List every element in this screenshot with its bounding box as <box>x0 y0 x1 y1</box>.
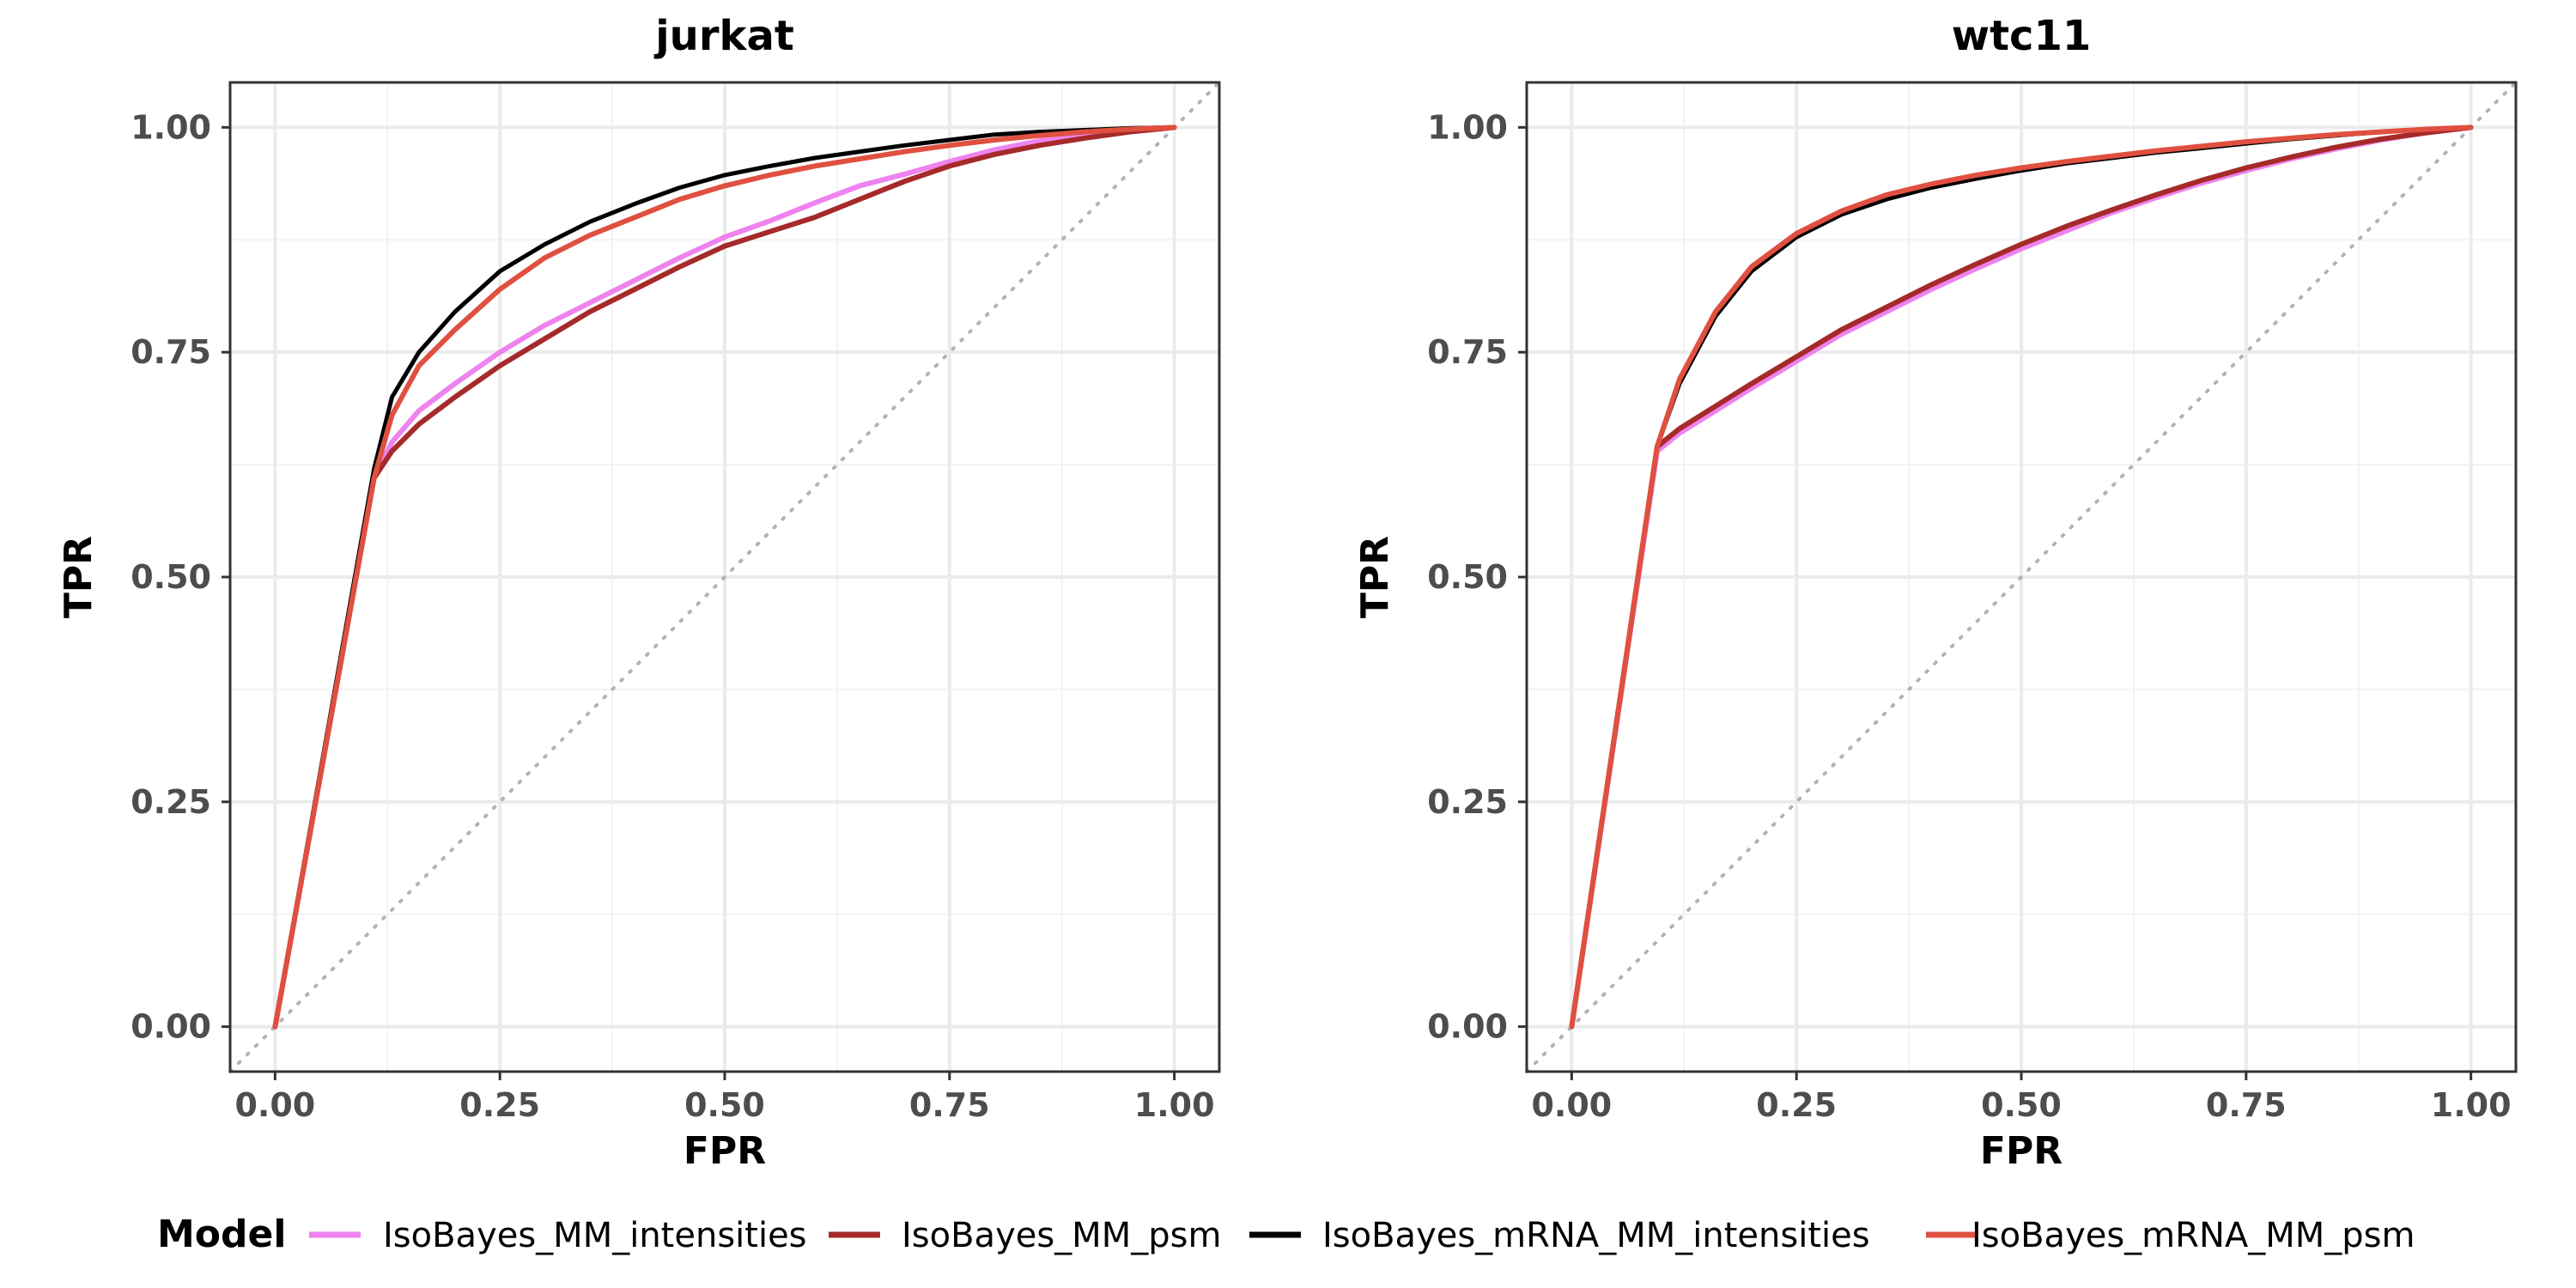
legend-label-IsoBayes_mRNA_MM_psm: IsoBayes_mRNA_MM_psm <box>1971 1216 2415 1255</box>
x-tick-label: 0.75 <box>2206 1086 2287 1124</box>
y-tick-label: 0.75 <box>131 333 211 371</box>
x-tick-label: 0.75 <box>909 1086 990 1124</box>
x-tick-label: 0.00 <box>234 1086 315 1124</box>
reference-diagonal <box>1525 81 2518 1073</box>
y-tick-label: 0.50 <box>131 558 211 596</box>
jurkat-panel: 0.00 0.25 0.50 0.75 1.00 0.00 0.25 0.50 0.75 1.00… <box>57 12 1221 1173</box>
x-axis-title: FPR <box>1980 1129 2063 1173</box>
series-line-IsoBayes_mRNA_MM_psm <box>1569 125 2474 1030</box>
legend-label-IsoBayes_MM_psm: IsoBayes_MM_psm <box>902 1216 1221 1255</box>
x-tick-label: 0.25 <box>459 1086 540 1124</box>
series-line-IsoBayes_mRNA_MM_psm <box>272 125 1177 1030</box>
x-tick-label: 1.00 <box>2431 1086 2512 1124</box>
legend: Model IsoBayes_MM_intensities IsoBayes_MM_… <box>157 1212 2415 1256</box>
x-axis-title: FPR <box>683 1129 766 1173</box>
x-tick-label: 1.00 <box>1134 1086 1215 1124</box>
panel-title: jurkat <box>653 12 794 60</box>
y-tick-label: 1.00 <box>131 108 211 146</box>
legend-label-IsoBayes_mRNA_MM_intensities: IsoBayes_mRNA_MM_intensities <box>1322 1216 1870 1255</box>
legend-label-IsoBayes_MM_intensities: IsoBayes_MM_intensities <box>383 1216 807 1255</box>
y-tick-label: 0.75 <box>1427 333 1508 371</box>
y-tick-label: 1.00 <box>1427 108 1508 146</box>
x-tick-label: 0.25 <box>1756 1086 1837 1124</box>
x-tick-label: 0.50 <box>1981 1086 2062 1124</box>
series-line-IsoBayes_MM_psm <box>1569 125 2474 1030</box>
legend-title: Model <box>157 1212 286 1256</box>
wtc11-panel: 0.00 0.25 0.50 0.75 1.00 0.00 0.25 0.50 0.75 1.00… <box>1353 12 2518 1173</box>
reference-diagonal <box>228 81 1221 1073</box>
series-line-IsoBayes_mRNA_MM_intensities <box>272 125 1177 1030</box>
y-axis-title: TPR <box>1353 536 1397 618</box>
x-tick-label: 0.00 <box>1531 1086 1612 1124</box>
y-axis-title: TPR <box>57 536 100 618</box>
y-tick-label: 0.25 <box>1427 783 1508 821</box>
series-line-IsoBayes_MM_psm <box>272 125 1177 1030</box>
y-tick-label: 0.00 <box>1427 1008 1508 1046</box>
panel-title: wtc11 <box>1952 12 2092 60</box>
y-tick-label: 0.25 <box>131 783 211 821</box>
y-tick-label: 0.50 <box>1427 558 1508 596</box>
y-tick-label: 0.00 <box>131 1008 211 1046</box>
series-line-IsoBayes_MM_intensities <box>272 125 1177 1030</box>
x-tick-label: 0.50 <box>684 1086 765 1124</box>
